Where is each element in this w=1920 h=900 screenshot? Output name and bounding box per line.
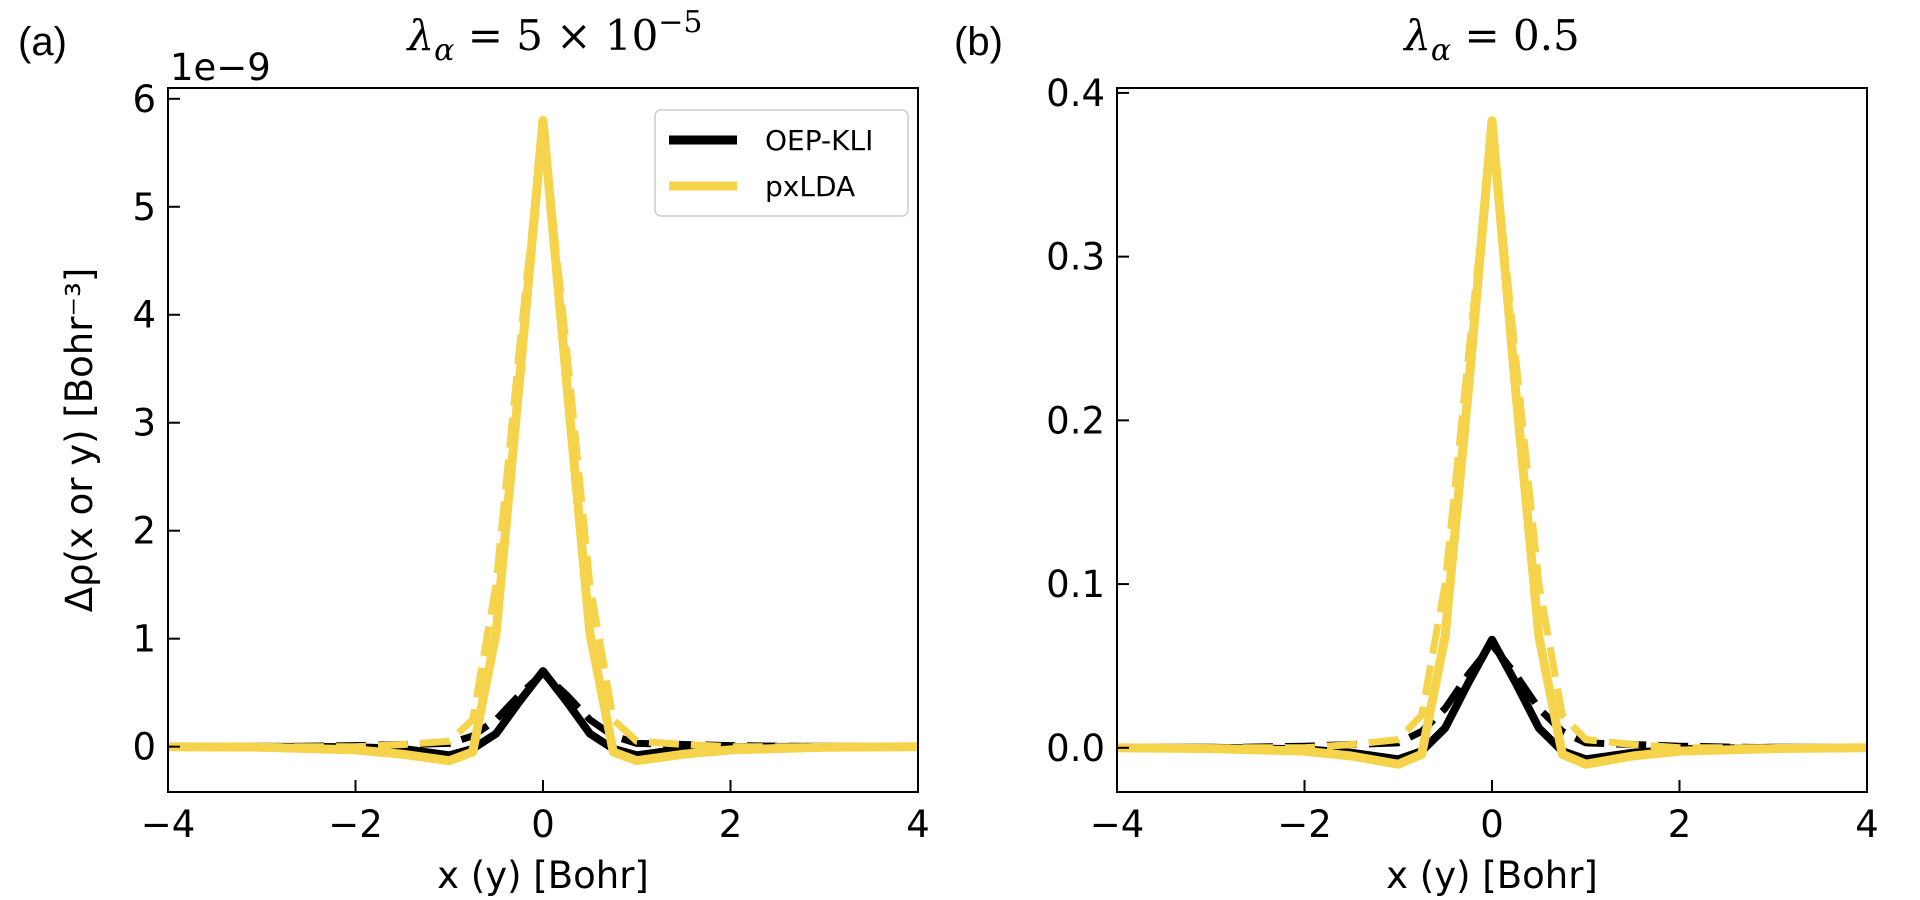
x-axis-label: x (y) [Bohr] [437, 854, 649, 897]
panel-label: (b) [954, 20, 1003, 64]
y-tick-label: 1 [132, 618, 156, 661]
panel-label: (a) [18, 20, 67, 64]
x-tick-label: 4 [906, 803, 930, 846]
x-tick-label: 0 [531, 803, 555, 846]
chart-panel-0: −4 −2 0 2 4 0 1 2 3 4 5 6 x (y) [Bohr] Δρ(x or y) [Bo… [18, 5, 930, 897]
y-tick-label: 0 [132, 726, 156, 769]
y-tick-label: 5 [132, 186, 156, 229]
series-group [168, 115, 918, 766]
legend-label: OEP-KLI [765, 124, 873, 157]
series-line-0 [1117, 635, 1867, 764]
x-axis-label: x (y) [Bohr] [1386, 854, 1598, 897]
y-tick-label: 6 [132, 78, 156, 121]
x-tick-label: −2 [328, 803, 383, 846]
series-line-2 [168, 115, 918, 766]
y-axis-label: Δρ(x or y) [Bohr⁻³] [58, 268, 101, 613]
y-tick-label: 2 [132, 510, 156, 553]
chart-title: λα = 5 × 10−5 [405, 5, 702, 68]
y-tick-label: 0.4 [1046, 72, 1105, 115]
chart-title: λα = 0.5 [1402, 11, 1580, 68]
y-tick-label: 3 [132, 402, 156, 445]
legend: OEP-KLI pxLDA [654, 109, 909, 217]
series-line-3 [1117, 125, 1867, 752]
x-tick-label: 4 [1855, 803, 1879, 846]
axis-offset-label: 1e−9 [170, 46, 271, 89]
series-line-2 [1117, 116, 1867, 769]
series-line-3 [168, 122, 918, 751]
x-tick-label: 0 [1480, 803, 1504, 846]
axes-frame [1116, 87, 1868, 793]
legend-label: pxLDA [765, 170, 855, 203]
series-line-1 [168, 669, 918, 751]
y-tick-label: 0.3 [1046, 236, 1105, 279]
y-tick-label: 4 [132, 294, 156, 337]
series-line-1 [1117, 641, 1867, 752]
y-tick-label: 0.2 [1046, 399, 1105, 442]
x-tick-label: −2 [1277, 803, 1332, 846]
x-tick-label: 2 [719, 803, 743, 846]
x-tick-label: −4 [141, 803, 196, 846]
y-tick-label: 0.0 [1046, 727, 1105, 770]
x-tick-label: 2 [1668, 803, 1692, 846]
panels: −4 −2 0 2 4 0 1 2 3 4 5 6 x (y) [Bohr] Δρ(x or y) [Bo… [18, 5, 1879, 897]
y-tick-label: 0.1 [1046, 563, 1105, 606]
series-group [1117, 116, 1867, 769]
series-line-0 [168, 667, 918, 760]
chart-panel-1: −4 −2 0 2 4 0.0 0.1 0.2 0.3 0.4 x (y) [Bohr] (b) λα … [954, 11, 1879, 897]
x-tick-label: −4 [1090, 803, 1145, 846]
